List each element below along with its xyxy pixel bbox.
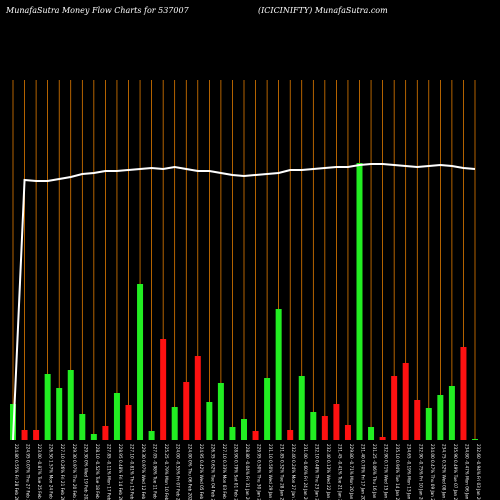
money-flow-bar bbox=[310, 412, 317, 440]
money-flow-bar bbox=[44, 374, 51, 440]
x-tick-label: 231.10 0.50% Wed 29 Jan 2025 bbox=[268, 444, 273, 500]
x-tick-label: 229.30 0.97% Thu 20 Feb 2025 bbox=[72, 444, 77, 500]
x-tick-label: 234.75 0.32% Wed 08 Jan 2025 bbox=[441, 444, 446, 500]
money-flow-bar bbox=[425, 408, 432, 440]
x-tick-label: 232.60 -0.94% Fri 03 Jan 2025 bbox=[476, 444, 481, 500]
bar-series bbox=[10, 163, 478, 440]
money-flow-bar bbox=[137, 284, 144, 440]
x-tick-label: 231.45 -0.41% Tue 21 Jan 2025 bbox=[337, 444, 342, 500]
money-flow-bar bbox=[56, 388, 63, 440]
x-tick-label: 224.95 0.42% Wed 05 Feb 2025 bbox=[199, 444, 204, 500]
money-flow-bar bbox=[379, 437, 386, 440]
money-flow-bar bbox=[264, 378, 271, 440]
price-line-group bbox=[12, 163, 476, 441]
money-flow-bar bbox=[33, 430, 40, 440]
money-flow-bar bbox=[241, 419, 247, 440]
x-tick-label: 227.10 0.33% Mon 03 Feb 2025 bbox=[222, 444, 227, 500]
money-flow-bar bbox=[102, 426, 109, 440]
x-tick-label: 224.80 0.55% Fri 28 Feb 2025 bbox=[14, 444, 19, 500]
x-tick-label: 235.10 0.94% Tue 14 Jan 2025 bbox=[395, 444, 400, 500]
money-flow-bar bbox=[125, 405, 132, 440]
money-flow-bar bbox=[414, 400, 421, 440]
x-tick-label: 224.95 0.07% Thu 27 Feb 2025 bbox=[26, 444, 31, 500]
money-flow-bar bbox=[21, 430, 28, 440]
money-flow-bar bbox=[79, 414, 86, 440]
money-flow-bar bbox=[368, 427, 375, 440]
x-tick-label: 228.10 -0.52% Tue 18 Feb 2025 bbox=[95, 444, 100, 500]
x-tick-label: 227.10 -0.81% Thu 13 Feb 2025 bbox=[130, 444, 135, 500]
money-flow-bar bbox=[206, 402, 213, 440]
x-tick-label: 234.65 -0.19% Mon 13 Jan 2025 bbox=[407, 444, 412, 500]
x-tick-label: 227.05 -0.98% Tue 11 Feb 2025 bbox=[153, 444, 158, 500]
money-flow-bar bbox=[321, 416, 328, 440]
x-tick-label: 226.50 1.57% Mon 24 Feb 2025 bbox=[49, 444, 54, 500]
x-tick-label: 228.80 -0.04% Fri 31 Jan 2025 bbox=[245, 444, 250, 500]
money-flow-bar bbox=[448, 386, 455, 440]
x-tick-label: 225.25 -0.79% Mon 10 Feb 2025 bbox=[164, 444, 169, 500]
x-tick-label: 231.40 0.70% Fri 17 Jan 2025 bbox=[361, 444, 366, 500]
x-tick-label: 224.00 -0.55% Fri 07 Feb 2025 bbox=[176, 444, 181, 500]
money-flow-bar bbox=[67, 370, 74, 440]
x-tick-label: 232.40 0.24% Mon 27 Jan 2025 bbox=[291, 444, 296, 500]
x-tick-label: 226.35 0.62% Tue 04 Feb 2025 bbox=[210, 444, 215, 500]
x-tick-label: 227.10 0.26% Fri 21 Feb 2025 bbox=[60, 444, 65, 500]
x-tick-label: 229.30 0.97% Wed 12 Feb 2025 bbox=[141, 444, 146, 500]
money-flow-bar bbox=[148, 431, 155, 440]
x-tick-label: 235.90 0.49% Tue 07 Jan 2025 bbox=[453, 444, 458, 500]
money-flow-bar bbox=[344, 425, 351, 440]
money-flow-bar bbox=[252, 431, 259, 440]
chart-site-title: (ICICINIFTY) MunafaSutra.com bbox=[258, 6, 388, 15]
money-flow-bar bbox=[229, 427, 236, 440]
money-flow-bar bbox=[391, 376, 398, 440]
x-tick-label: 232.90 0.71% Wed 15 Jan 2025 bbox=[384, 444, 389, 500]
money-flow-bar bbox=[217, 383, 224, 440]
x-tick-label: 229.30 0% Wed 19 Feb 2025 bbox=[83, 444, 88, 500]
money-flow-bar bbox=[160, 339, 167, 440]
money-flow-bar bbox=[183, 382, 190, 440]
x-tick-label: 224.00 0% Thu 06 Feb 2025 bbox=[187, 444, 192, 500]
money-flow-bar bbox=[472, 439, 478, 440]
money-flow-bar bbox=[333, 404, 340, 440]
x-tick-label: 232.10 0.48% Thu 23 Jan 2025 bbox=[314, 444, 319, 500]
money-flow-bar bbox=[437, 395, 444, 440]
money-flow-bar bbox=[194, 356, 201, 440]
x-tick-label: 228.90 0.79% Sat 01 Feb 2025 bbox=[233, 444, 238, 500]
x-tick-label: 229.80 -0.71% Mon 20 Jan 2025 bbox=[349, 444, 354, 500]
x-tick-label: 228.95 0.48% Fri 14 Feb 2025 bbox=[118, 444, 123, 500]
money-flow-bar bbox=[287, 430, 294, 440]
x-axis-labels: 224.80 0.55% Fri 28 Feb 2025 224.95 0.07%… bbox=[14, 444, 481, 500]
money-flow-bar bbox=[171, 407, 178, 440]
x-tick-label: 231.85 0.32% Tue 28 Jan 2025 bbox=[280, 444, 285, 500]
x-tick-label: 231.25 -0.06% Thu 16 Jan 2025 bbox=[372, 444, 377, 500]
money-flow-bar bbox=[298, 376, 305, 440]
money-flow-bar bbox=[113, 393, 120, 440]
money-flow-bar bbox=[90, 434, 97, 440]
money-flow-bar bbox=[402, 363, 409, 440]
x-tick-label: 223.00 -0.87% Tue 25 Feb 2025 bbox=[37, 444, 42, 500]
x-tick-label: 229.95 0.50% Thu 30 Jan 2025 bbox=[257, 444, 262, 500]
x-tick-label: 231.00 -0.60% Fri 24 Jan 2025 bbox=[303, 444, 308, 500]
money-flow-bar bbox=[275, 309, 282, 440]
money-flow-bar bbox=[460, 347, 467, 440]
x-tick-label: 232.40 0.13% Wed 22 Jan 2025 bbox=[326, 444, 331, 500]
x-tick-label: 234.00 0.47% Thu 09 Jan 2025 bbox=[430, 444, 435, 500]
chart-title: MunafaSutra Money Flow Charts for 537007 bbox=[6, 6, 189, 15]
x-tick-label: 232.90 -0.75% Fri 10 Jan 2025 bbox=[418, 444, 423, 500]
chart-header: MunafaSutra Money Flow Charts for 537007… bbox=[0, 6, 500, 20]
x-tick-label: 234.80 -0.47% Mon 06 Jan 2025 bbox=[464, 444, 469, 500]
x-tick-label: 227.85 -0.11% Mon 17 Feb 2025 bbox=[106, 444, 111, 500]
money-flow-bar bbox=[356, 163, 363, 440]
price-line bbox=[12, 163, 476, 441]
